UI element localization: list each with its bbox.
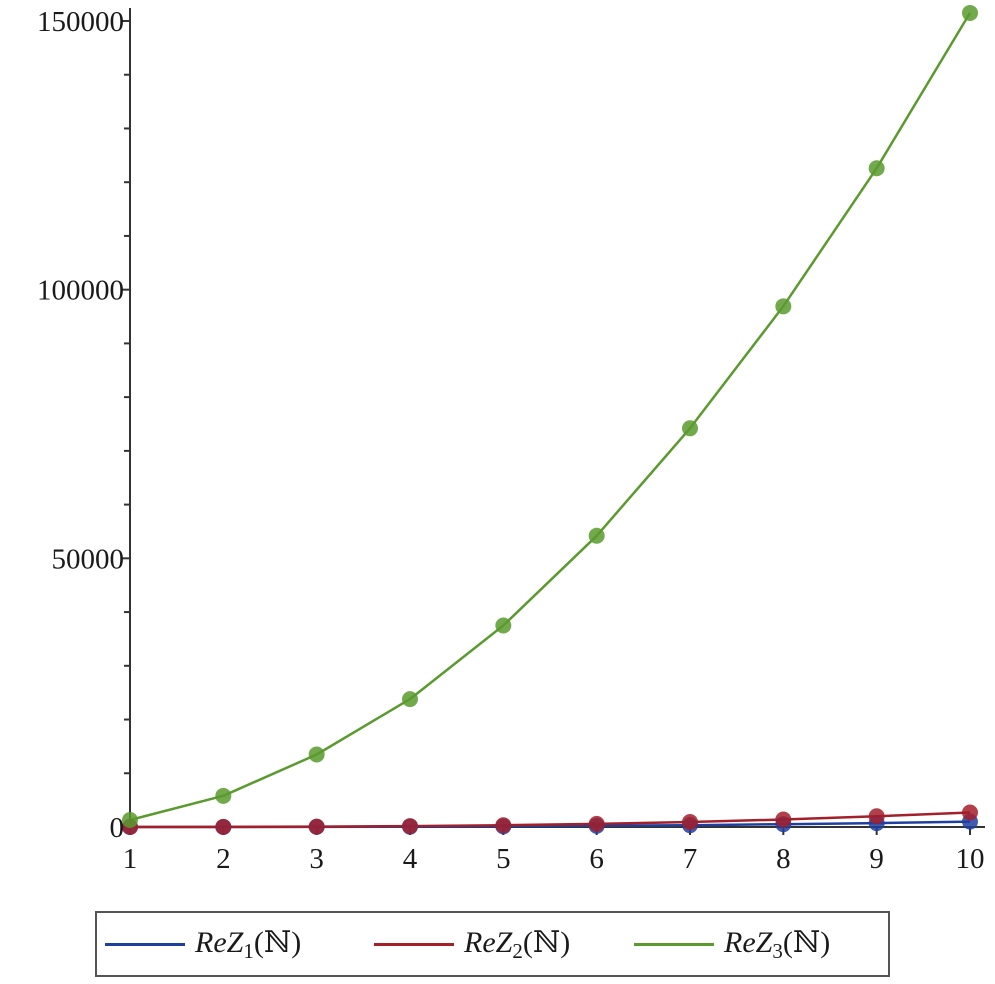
legend-label-rez1: ReZ1(ℕ) [195, 925, 302, 963]
data-point-rez3 [868, 160, 885, 177]
legend-label-rez3: ReZ3(ℕ) [724, 925, 831, 963]
data-point-rez3 [962, 4, 978, 21]
y-tick-label: 0 [110, 812, 125, 844]
axes [121, 8, 985, 835]
legend: ReZ1(ℕ) ReZ2(ℕ) ReZ3(ℕ) [95, 911, 890, 977]
series-layer [122, 4, 978, 835]
x-tick-label: 9 [869, 843, 884, 875]
data-point-rez2 [308, 818, 325, 835]
legend-label-rez2: ReZ2(ℕ) [464, 925, 571, 963]
data-point-rez2 [775, 811, 792, 828]
legend-swatch-rez1 [105, 942, 185, 946]
data-point-rez3 [215, 787, 232, 804]
x-tick-label: 2 [216, 843, 231, 875]
data-point-rez3 [775, 298, 792, 315]
data-point-rez2 [962, 804, 978, 821]
data-point-rez2 [215, 818, 232, 835]
data-point-rez2 [588, 815, 605, 832]
legend-item-rez2: ReZ2(ℕ) [374, 913, 570, 975]
data-point-rez2 [495, 817, 512, 834]
data-point-rez3 [495, 617, 512, 634]
data-point-rez2 [868, 808, 885, 825]
x-tick-label: 1 [123, 843, 138, 875]
x-tick-label: 3 [309, 843, 324, 875]
line-chart: 0 50000 100000 150000 1 2 3 4 5 6 7 8 9 10 [37, 4, 985, 875]
data-point-rez2 [402, 818, 418, 835]
legend-item-rez3: ReZ3(ℕ) [634, 913, 830, 975]
data-point-rez3 [588, 527, 605, 544]
series-line-rez2 [129, 811, 971, 829]
legend-swatch-rez3 [634, 942, 714, 946]
x-tick-label: 8 [776, 843, 791, 875]
data-point-rez3 [402, 691, 418, 708]
y-tick-label: 150000 [37, 6, 124, 38]
x-tick-label: 5 [496, 843, 511, 875]
legend-item-rez1: ReZ1(ℕ) [105, 913, 301, 975]
tick-labels: 0 50000 100000 150000 1 2 3 4 5 6 7 8 9 10 [37, 6, 985, 875]
data-point-rez2 [682, 814, 698, 831]
x-tick-label: 4 [403, 843, 418, 875]
y-tick-label: 50000 [52, 543, 125, 575]
x-tick-label: 6 [589, 843, 604, 875]
y-tick-label: 100000 [37, 275, 124, 307]
data-point-rez3 [682, 420, 698, 437]
x-tick-label: 10 [956, 843, 985, 875]
x-tick-label: 7 [683, 843, 698, 875]
legend-swatch-rez2 [374, 942, 454, 946]
series-line-rez3 [129, 12, 972, 822]
data-point-rez3 [308, 746, 325, 763]
data-point-rez3 [122, 812, 138, 829]
